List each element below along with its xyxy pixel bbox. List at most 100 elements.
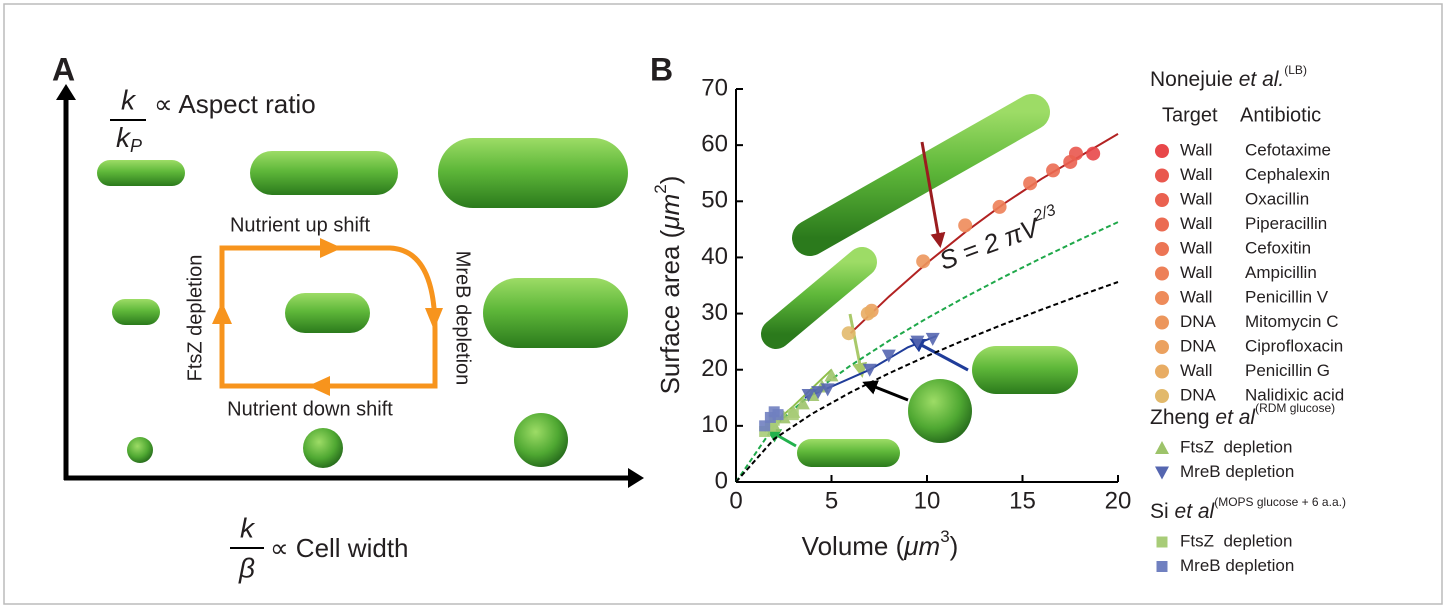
legend-label: MreB depletion: [1180, 556, 1294, 575]
x-tick-label: 20: [1105, 487, 1132, 514]
point: [862, 363, 877, 377]
loop-label: MreB depletion: [452, 251, 474, 386]
pointer-arrow: [920, 141, 946, 248]
legend-target: Wall: [1180, 140, 1212, 159]
fraction-numerator: k: [240, 512, 256, 543]
legend-label: Nalidixic acid: [1245, 385, 1344, 404]
y-tick-label: 20: [701, 355, 728, 382]
cell: [797, 439, 900, 467]
pointer-arrow: [765, 428, 797, 448]
text-part: ): [950, 531, 959, 561]
pointer-arrow: [909, 338, 969, 372]
legend-target: Wall: [1180, 287, 1212, 306]
panel-label: A: [52, 51, 75, 87]
x-tick-label: 0: [729, 487, 742, 514]
legend-marker: [1155, 441, 1169, 454]
legend-label: Penicillin G: [1245, 361, 1330, 380]
x-tick-label: 10: [914, 487, 941, 514]
text-part: Zheng: [1150, 406, 1215, 429]
x-axis-label: Volume (μm3): [802, 527, 959, 560]
point: [992, 199, 1007, 214]
axis-arrow: [628, 468, 644, 488]
legend-marker: [1156, 561, 1168, 572]
legend-marker: [1155, 315, 1169, 330]
legend-target: Wall: [1180, 361, 1212, 380]
legend-marker: [1155, 242, 1169, 256]
cells: [97, 138, 628, 468]
text-part: 3: [940, 527, 949, 546]
legend-marker: [1155, 291, 1169, 305]
legend-marker: [1155, 168, 1169, 183]
cell: [303, 428, 343, 468]
fraction-denominator: kP: [116, 122, 142, 155]
y-tick-label: 60: [701, 130, 728, 157]
pointer-arrows: [765, 141, 969, 448]
text: k: [116, 122, 132, 153]
point: [772, 409, 784, 421]
fraction-numerator: k: [121, 84, 137, 115]
loop: [219, 245, 438, 389]
cell: [972, 346, 1078, 394]
loop-label: Nutrient up shift: [230, 214, 371, 236]
text-part: 2: [651, 184, 670, 193]
legend-label: Cefotaxime: [1245, 140, 1331, 159]
text-part: Volume (: [802, 531, 905, 561]
cell: [285, 293, 370, 333]
text-part: Surface area (: [655, 229, 685, 394]
panel-label: B: [650, 51, 673, 87]
pointer-arrow: [848, 313, 868, 378]
point: [820, 383, 835, 397]
legend-marker: [1155, 340, 1169, 354]
curve: [735, 281, 1119, 483]
axis-arrow: [56, 84, 76, 100]
point: [1063, 154, 1078, 169]
legend-label: MreB depletion: [1180, 462, 1294, 481]
legend-label: Piperacillin: [1245, 214, 1327, 233]
legend-marker: [1155, 389, 1169, 403]
point: [925, 332, 940, 346]
text-part: (RDM glucose): [1255, 401, 1335, 415]
legend-label: Ciprofloxacin: [1245, 336, 1343, 355]
point: [841, 326, 856, 341]
legend-title: Nonejuie et al.(LB): [1150, 63, 1307, 90]
legend-marker: [1155, 193, 1169, 207]
x-tick-label: 15: [1009, 487, 1036, 514]
legend-marker: [1155, 266, 1169, 281]
point: [801, 388, 816, 402]
cell: [761, 247, 877, 349]
point: [759, 425, 771, 437]
cell: [792, 94, 1050, 256]
point: [759, 420, 771, 432]
legend-target: DNA: [1180, 336, 1217, 355]
loop-arrow: [425, 308, 443, 330]
legend-marker: [1155, 217, 1169, 232]
legend-target: Wall: [1180, 238, 1212, 257]
point: [764, 411, 776, 423]
point: [958, 218, 973, 233]
legend-label: FtsZ depletion: [1180, 437, 1292, 456]
legend-header: Antibiotic: [1240, 104, 1321, 126]
text-part: et al.: [1239, 68, 1285, 91]
loop-label: Nutrient down shift: [227, 398, 393, 420]
legend-marker: [1156, 536, 1168, 548]
legend-title: Zheng et al(RDM glucose): [1150, 401, 1335, 428]
legend-title: Si et al(MOPS glucose + 6 a.a.): [1150, 495, 1346, 522]
legend-label: Cephalexin: [1245, 165, 1330, 184]
legend-target: Wall: [1180, 263, 1212, 282]
cell: [127, 437, 153, 463]
cell: [908, 379, 972, 443]
loop-arrow: [308, 376, 330, 396]
legend-target: DNA: [1180, 385, 1217, 404]
text-part: 2/3: [1030, 202, 1058, 226]
loop-label: FtsZ depletion: [184, 255, 206, 382]
frame: [3, 3, 1443, 605]
legend-marker: [1155, 144, 1169, 158]
legend-label: FtsZ depletion: [1180, 531, 1292, 550]
subscript: P: [130, 136, 142, 156]
text-part: S = 2 πV: [935, 211, 1045, 275]
legend-label: Cefoxitin: [1245, 238, 1311, 257]
axis-label: ∝ Cell width: [270, 533, 409, 563]
point: [776, 410, 791, 424]
